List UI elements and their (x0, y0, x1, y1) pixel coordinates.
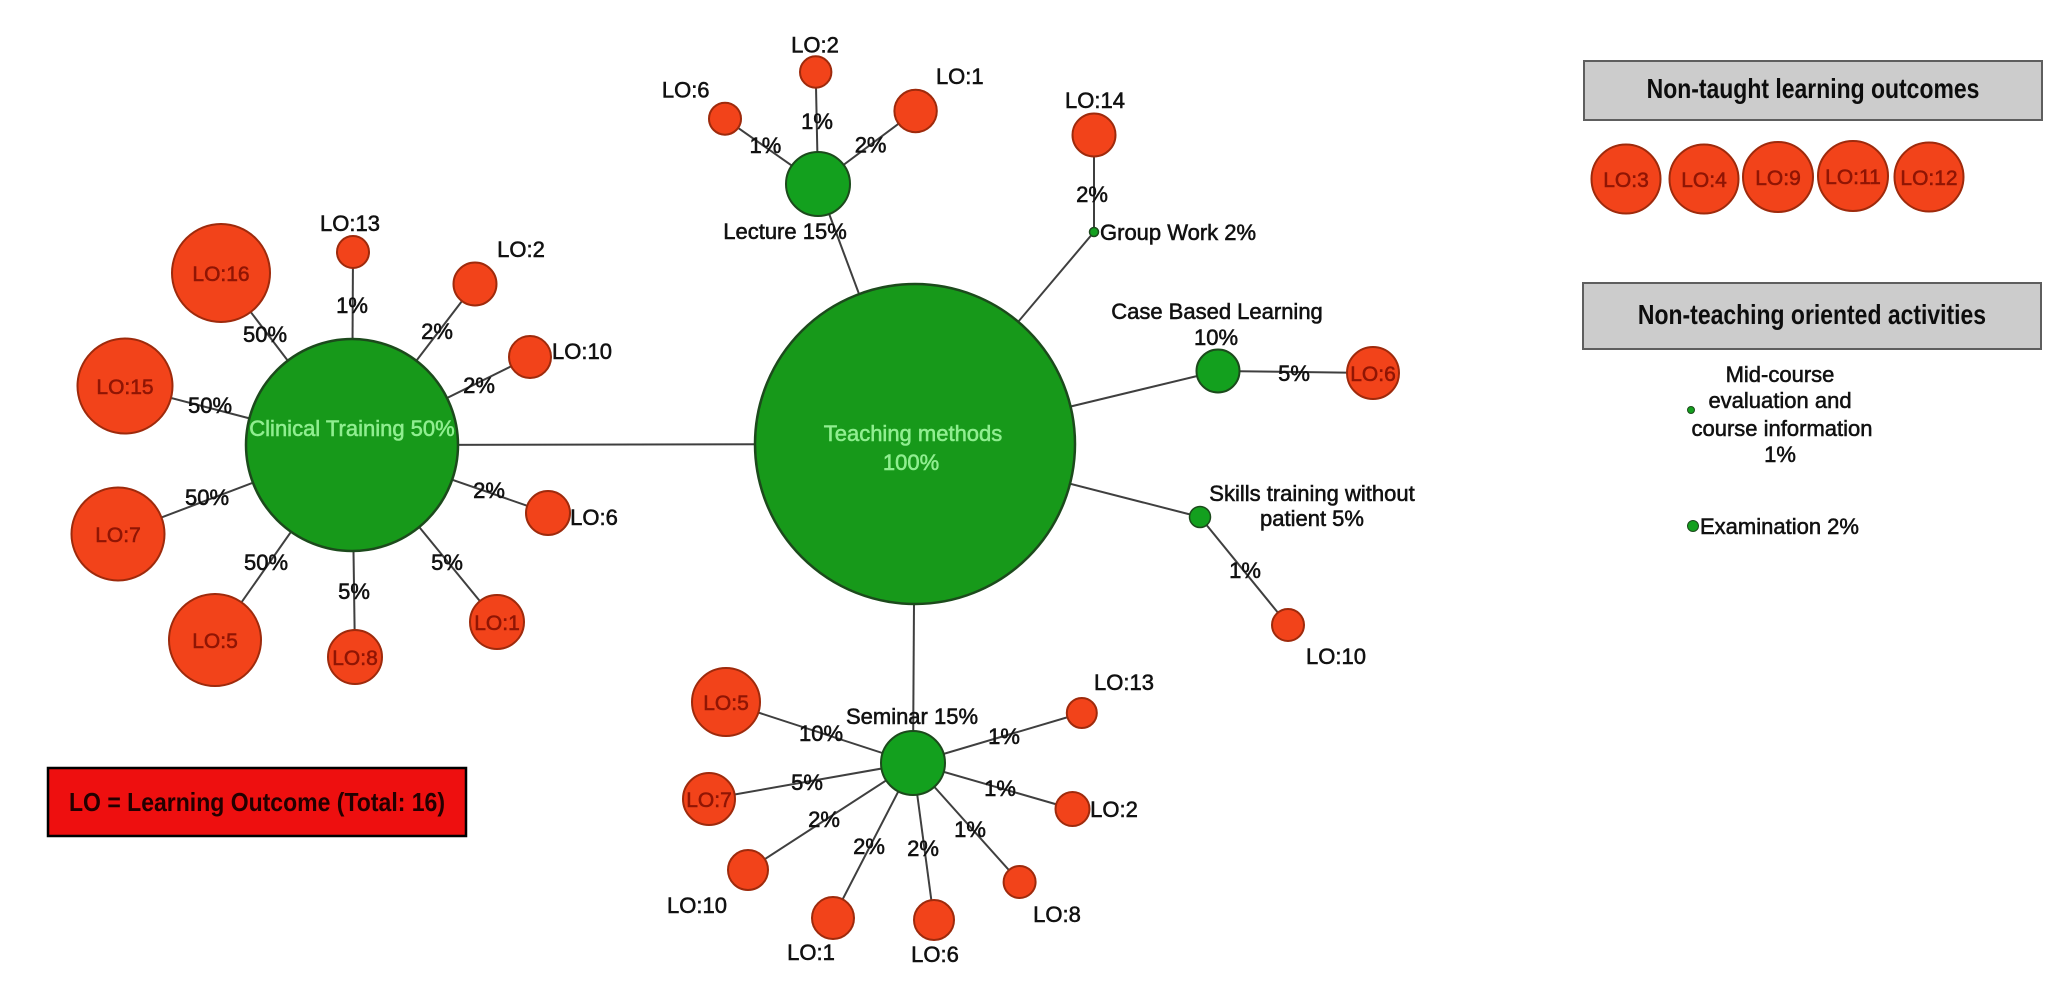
svg-text:Group Work 2%: Group Work 2% (1100, 220, 1256, 245)
svg-text:2%: 2% (853, 834, 885, 859)
svg-text:50%: 50% (244, 550, 288, 575)
svg-text:LO:1: LO:1 (474, 612, 520, 635)
svg-text:LO:8: LO:8 (332, 647, 378, 670)
svg-text:Skills training without: Skills training without (1209, 481, 1414, 506)
svg-text:LO:13: LO:13 (320, 211, 380, 236)
svg-text:LO:16: LO:16 (192, 263, 249, 286)
svg-text:LO:5: LO:5 (703, 692, 749, 715)
svg-text:Mid-course: Mid-course (1726, 362, 1835, 387)
svg-text:Examination 2%: Examination 2% (1700, 514, 1859, 539)
svg-text:LO:4: LO:4 (1681, 169, 1727, 192)
svg-text:LO:2: LO:2 (791, 33, 839, 58)
svg-text:2%: 2% (421, 319, 453, 344)
svg-text:Non-teaching oriented activiti: Non-teaching oriented activities (1638, 300, 1986, 331)
svg-text:Teaching methods: Teaching methods (824, 421, 1003, 446)
svg-text:LO:8: LO:8 (1033, 902, 1081, 927)
svg-text:Case Based Learning: Case Based Learning (1111, 299, 1323, 324)
svg-text:50%: 50% (188, 393, 232, 418)
svg-text:LO:6: LO:6 (570, 505, 618, 530)
svg-text:LO:7: LO:7 (95, 524, 141, 547)
svg-text:LO:1: LO:1 (787, 940, 835, 965)
svg-text:100%: 100% (883, 450, 939, 475)
svg-text:2%: 2% (463, 373, 495, 398)
svg-text:LO:1: LO:1 (936, 64, 984, 89)
svg-text:5%: 5% (1278, 361, 1310, 386)
svg-text:1%: 1% (1764, 442, 1796, 467)
svg-text:5%: 5% (338, 579, 370, 604)
svg-text:2%: 2% (855, 132, 887, 157)
svg-text:LO:12: LO:12 (1900, 167, 1957, 190)
svg-text:Seminar 15%: Seminar 15% (846, 704, 978, 729)
svg-text:LO:2: LO:2 (1090, 797, 1138, 822)
svg-text:LO:15: LO:15 (96, 376, 153, 399)
svg-text:Clinical Training 50%: Clinical Training 50% (249, 416, 454, 441)
svg-text:Lecture 15%: Lecture 15% (723, 219, 847, 244)
svg-text:LO:6: LO:6 (1350, 363, 1396, 386)
svg-text:2%: 2% (808, 807, 840, 832)
svg-text:1%: 1% (750, 133, 782, 158)
svg-text:LO:7: LO:7 (686, 789, 732, 812)
svg-text:5%: 5% (791, 770, 823, 795)
svg-text:LO:13: LO:13 (1094, 670, 1154, 695)
svg-text:1%: 1% (988, 724, 1020, 749)
svg-text:2%: 2% (907, 836, 939, 861)
svg-text:LO:6: LO:6 (662, 78, 710, 103)
svg-text:LO:10: LO:10 (1306, 644, 1366, 669)
svg-text:50%: 50% (243, 322, 287, 347)
svg-text:LO:11: LO:11 (1825, 166, 1881, 189)
svg-text:1%: 1% (1229, 558, 1261, 583)
svg-text:LO:2: LO:2 (497, 237, 545, 262)
svg-text:LO:5: LO:5 (192, 630, 238, 653)
svg-text:1%: 1% (984, 776, 1016, 801)
svg-text:evaluation and: evaluation and (1708, 388, 1851, 413)
svg-text:50%: 50% (185, 485, 229, 510)
svg-text:LO:10: LO:10 (667, 893, 727, 918)
svg-text:patient 5%: patient 5% (1260, 506, 1364, 531)
svg-text:LO = Learning Outcome (Total:: LO = Learning Outcome (Total: 16) (69, 789, 445, 818)
svg-text:1%: 1% (801, 109, 833, 134)
svg-text:10%: 10% (1194, 325, 1238, 350)
svg-text:2%: 2% (1076, 182, 1108, 207)
svg-text:LO:9: LO:9 (1755, 167, 1801, 190)
svg-text:LO:3: LO:3 (1603, 169, 1649, 192)
svg-text:10%: 10% (799, 721, 843, 746)
svg-text:1%: 1% (954, 817, 986, 842)
svg-text:2%: 2% (473, 478, 505, 503)
svg-text:LO:10: LO:10 (552, 339, 612, 364)
svg-text:5%: 5% (431, 550, 463, 575)
svg-text:1%: 1% (336, 293, 368, 318)
svg-text:Non-taught learning outcomes: Non-taught learning outcomes (1647, 74, 1980, 105)
svg-text:LO:14: LO:14 (1065, 88, 1125, 113)
svg-text:course information: course information (1692, 416, 1873, 441)
svg-text:LO:6: LO:6 (911, 942, 959, 967)
